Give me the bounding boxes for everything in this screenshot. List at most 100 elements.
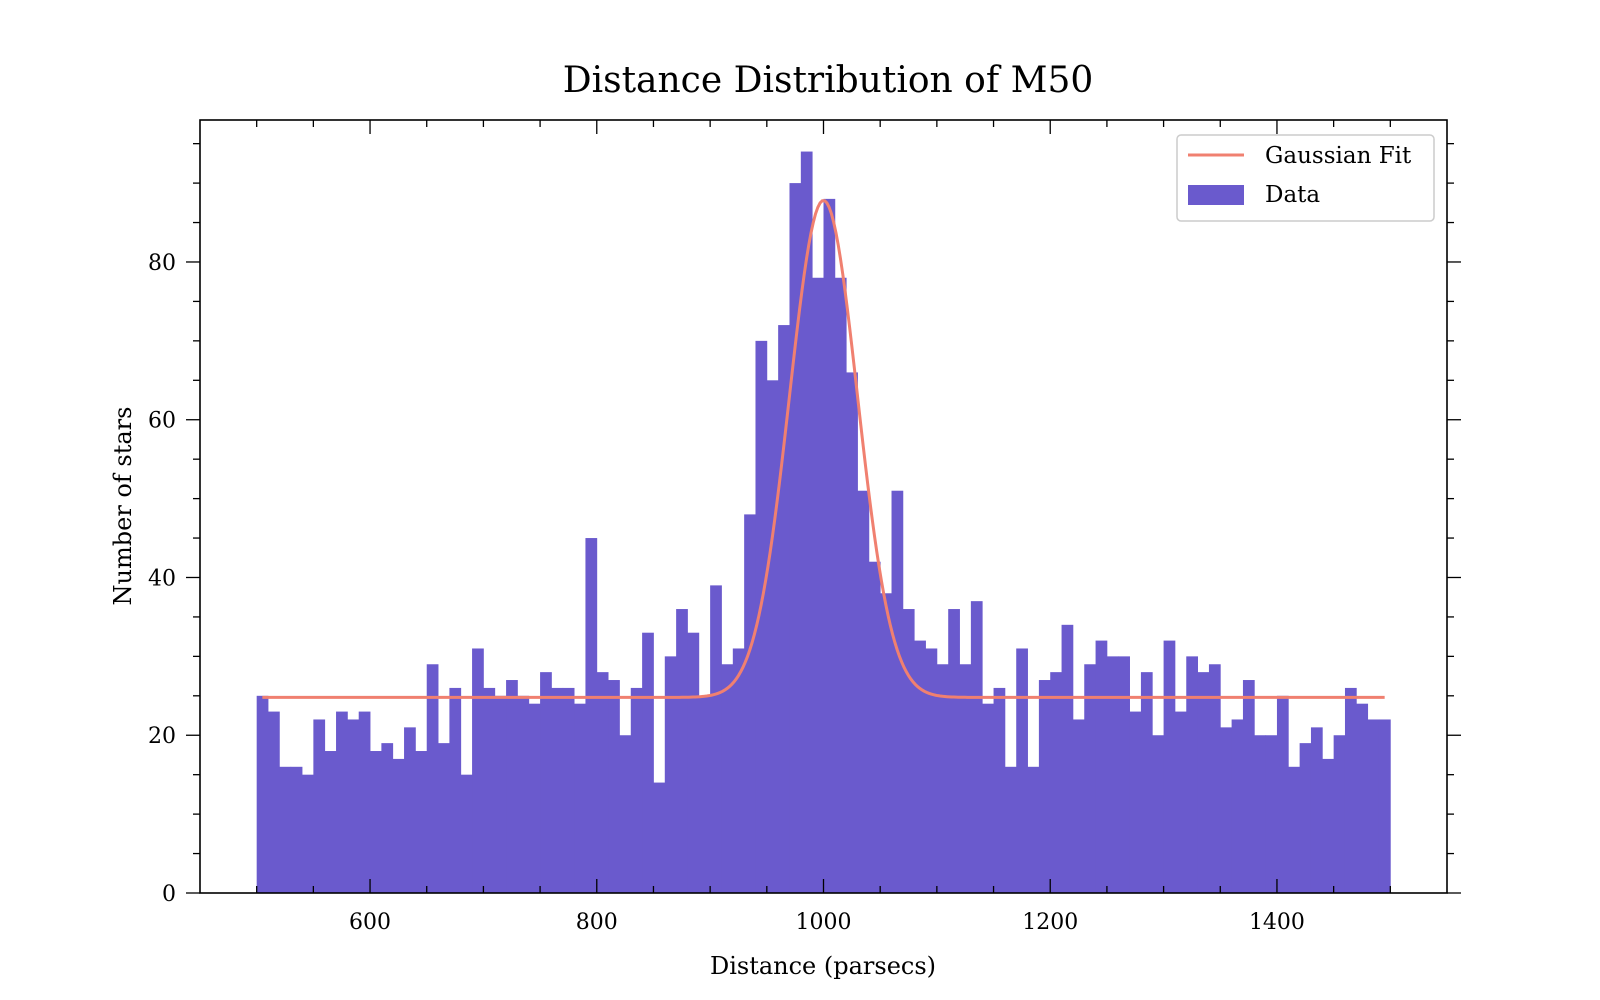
histogram-bar: [517, 695, 530, 893]
y-tick-label: 80: [148, 251, 176, 276]
histogram-bar: [438, 743, 450, 893]
histogram-bar: [653, 782, 666, 893]
histogram-bar: [914, 640, 926, 893]
histogram-bar: [755, 340, 768, 893]
histogram-bar: [993, 687, 1006, 893]
legend: Gaussian Fit Data: [1176, 134, 1435, 222]
histogram-bar: [1152, 735, 1164, 893]
histogram-bar: [540, 672, 552, 893]
histogram-bar: [268, 711, 280, 893]
histogram-bar: [392, 758, 405, 893]
histogram-bar: [1004, 766, 1017, 893]
histogram-bar: [483, 687, 496, 893]
histogram-bar: [1344, 687, 1357, 893]
histogram-bar: [1254, 735, 1267, 893]
histogram-bar: [744, 514, 756, 893]
histogram-bar: [460, 774, 473, 893]
histogram-bar: [800, 151, 813, 894]
histogram-bar: [1288, 766, 1301, 893]
histogram-bar: [313, 719, 326, 893]
ticks: [186, 120, 1461, 894]
histogram-bar: [868, 561, 881, 893]
histogram-bar: [1197, 672, 1210, 893]
histogram-bar: [1072, 719, 1085, 893]
histogram-bar: [687, 632, 700, 893]
histogram-bar: [1016, 648, 1028, 893]
x-axis-label: Distance (parsecs): [710, 952, 936, 980]
x-tick-label: 1000: [796, 910, 852, 935]
histogram-bar: [506, 680, 518, 893]
histogram-bar: [370, 751, 382, 893]
x-tick-label: 1200: [1022, 910, 1078, 935]
legend-data-swatch: [1188, 185, 1244, 205]
histogram-bar: [608, 680, 620, 893]
histogram-bar: [1367, 719, 1380, 893]
histogram-bar: [404, 727, 416, 893]
histogram-bar: [1084, 664, 1096, 893]
histogram-bar: [1106, 656, 1119, 893]
histogram-bar: [1310, 727, 1323, 893]
histogram-bar: [358, 711, 371, 893]
y-tick-label: 60: [148, 409, 176, 434]
histogram-bar: [1322, 758, 1335, 893]
histogram-bar: [970, 601, 983, 893]
legend-data-label: Data: [1265, 182, 1320, 208]
histogram-bar: [789, 183, 802, 894]
histogram-bar: [1163, 640, 1176, 893]
histogram-bar: [279, 766, 292, 893]
histogram-bar: [902, 609, 915, 893]
histogram-bar: [415, 751, 428, 893]
histogram-bar: [1186, 656, 1198, 893]
histogram-bar: [449, 687, 462, 893]
histogram-bar: [1174, 711, 1187, 893]
histogram-bar: [710, 585, 722, 893]
histogram-bars: [256, 151, 1391, 894]
histogram-bar: [1299, 743, 1312, 893]
histogram-bar: [1356, 703, 1369, 893]
y-axis-label: Number of stars: [109, 407, 137, 606]
histogram-bar: [551, 687, 564, 893]
y-tick-label: 40: [148, 566, 176, 591]
y-tick-label: 20: [148, 724, 176, 749]
x-tick-label: 1400: [1249, 910, 1305, 935]
histogram-bar: [1061, 624, 1074, 893]
histogram-bar: [1276, 695, 1289, 893]
histogram-bar: [256, 695, 269, 893]
histogram-bar: [732, 648, 745, 893]
histogram-bar: [347, 719, 360, 893]
histogram-bar: [1231, 719, 1244, 893]
histogram-bar: [823, 198, 836, 893]
histogram-bar: [846, 372, 858, 893]
histogram-bar: [1050, 672, 1062, 893]
histogram-bar: [812, 277, 824, 893]
y-tick-labels: 0 20 40 60 80: [148, 251, 176, 907]
chart-title: Distance Distribution of M50: [563, 60, 1094, 101]
histogram-bar: [676, 609, 688, 893]
histogram-bar: [642, 632, 654, 893]
plot-frame: [199, 119, 1448, 894]
histogram-bar: [472, 648, 484, 893]
histogram-bar: [880, 593, 892, 893]
histogram-bar: [698, 695, 711, 893]
histogram-bar: [948, 609, 960, 893]
histogram-bar: [1118, 656, 1130, 893]
histogram-bar: [1095, 640, 1108, 893]
histogram-bar: [1242, 680, 1255, 893]
histogram-bar: [936, 664, 949, 893]
histogram-bar: [778, 325, 790, 894]
histogram-bar: [426, 664, 439, 893]
histogram-bar: [596, 672, 609, 893]
histogram-bar: [528, 703, 541, 893]
x-tick-labels: 600 800 1000 1200 1400: [349, 910, 1305, 935]
histogram-bar: [1208, 664, 1221, 893]
histogram-bar: [664, 656, 677, 893]
histogram-bar: [1333, 735, 1346, 893]
histogram-bar: [1129, 711, 1142, 893]
histogram-bar: [1378, 719, 1391, 893]
histogram-bar: [1220, 727, 1233, 893]
histogram-bar: [585, 538, 598, 893]
histogram-bar: [834, 277, 847, 893]
histogram-bar: [562, 687, 575, 893]
histogram-bar: [721, 664, 734, 893]
